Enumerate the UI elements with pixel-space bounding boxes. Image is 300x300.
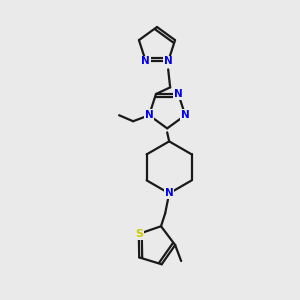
Text: N: N bbox=[145, 110, 154, 120]
Text: N: N bbox=[165, 188, 173, 198]
Text: N: N bbox=[174, 89, 183, 99]
Text: N: N bbox=[142, 56, 150, 66]
Text: N: N bbox=[164, 56, 172, 66]
Text: N: N bbox=[181, 110, 190, 120]
Text: S: S bbox=[135, 229, 143, 239]
